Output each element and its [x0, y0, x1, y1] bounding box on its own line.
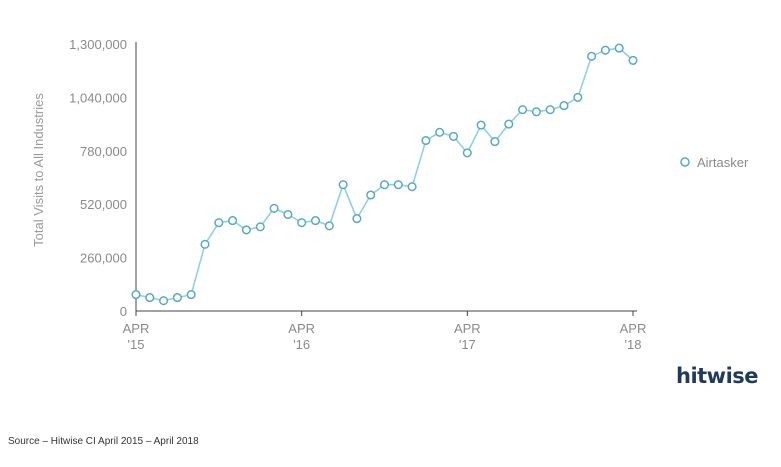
data-point — [628, 55, 638, 65]
series-airtasker — [131, 43, 638, 306]
y-axis-title: Total Visits to All Industries — [31, 93, 46, 247]
data-point — [518, 105, 528, 115]
data-point — [352, 214, 362, 224]
y-tick-label: 1,300,000 — [69, 37, 127, 52]
data-point — [159, 296, 169, 306]
data-point — [324, 221, 334, 231]
data-point — [559, 101, 569, 111]
data-point — [545, 105, 555, 115]
data-point — [504, 119, 514, 129]
data-point — [200, 239, 210, 249]
data-point — [600, 45, 610, 55]
data-point — [435, 127, 445, 137]
y-tick-label: 520,000 — [80, 197, 127, 212]
y-tick-label: 0 — [120, 304, 127, 319]
data-point — [269, 203, 279, 213]
x-tick-label-month: APR — [288, 321, 315, 336]
data-point — [145, 293, 155, 303]
data-point — [131, 290, 141, 300]
data-point — [228, 216, 238, 226]
data-point — [310, 216, 321, 226]
legend-marker-airtasker — [680, 157, 690, 167]
y-tick-label: 260,000 — [80, 251, 127, 266]
data-point — [614, 43, 624, 53]
data-point — [407, 182, 417, 192]
data-point — [379, 180, 390, 190]
data-point — [573, 92, 583, 102]
y-axis-ticks: 0 260,000 520,000 780,000 1,040,000 1,300,000 — [69, 37, 127, 319]
data-point — [393, 180, 403, 190]
x-tick-label-month: APR — [123, 321, 150, 336]
y-tick-label: 1,040,000 — [69, 90, 127, 105]
data-point — [255, 222, 265, 232]
x-tick-label-year: '16 — [293, 337, 310, 352]
data-point — [476, 120, 486, 130]
y-tick-label: 780,000 — [80, 144, 127, 159]
data-point — [587, 51, 597, 61]
data-point — [214, 218, 224, 228]
data-point — [421, 135, 431, 146]
x-tick-label-year: '17 — [459, 337, 476, 352]
data-point — [448, 131, 459, 141]
data-point — [241, 225, 251, 235]
source-note: Source – Hitwise CI April 2015 – April 2… — [8, 436, 199, 447]
data-point — [490, 137, 500, 147]
x-tick-label-month: APR — [620, 321, 647, 336]
data-point — [186, 290, 196, 300]
series-line — [135, 47, 634, 302]
hitwise-logo: hitwise — [676, 364, 759, 388]
data-point — [366, 190, 376, 200]
data-point — [283, 209, 293, 220]
data-point — [531, 107, 541, 117]
legend: Airtasker — [680, 155, 749, 170]
x-tick-label-month: APR — [454, 321, 481, 336]
data-point — [297, 218, 307, 228]
data-point — [462, 148, 472, 158]
data-point — [338, 180, 348, 190]
x-tick-label-year: '18 — [625, 337, 642, 352]
legend-label-airtasker: Airtasker — [697, 155, 749, 170]
x-tick-label-year: '15 — [128, 337, 145, 352]
data-point — [172, 293, 182, 303]
